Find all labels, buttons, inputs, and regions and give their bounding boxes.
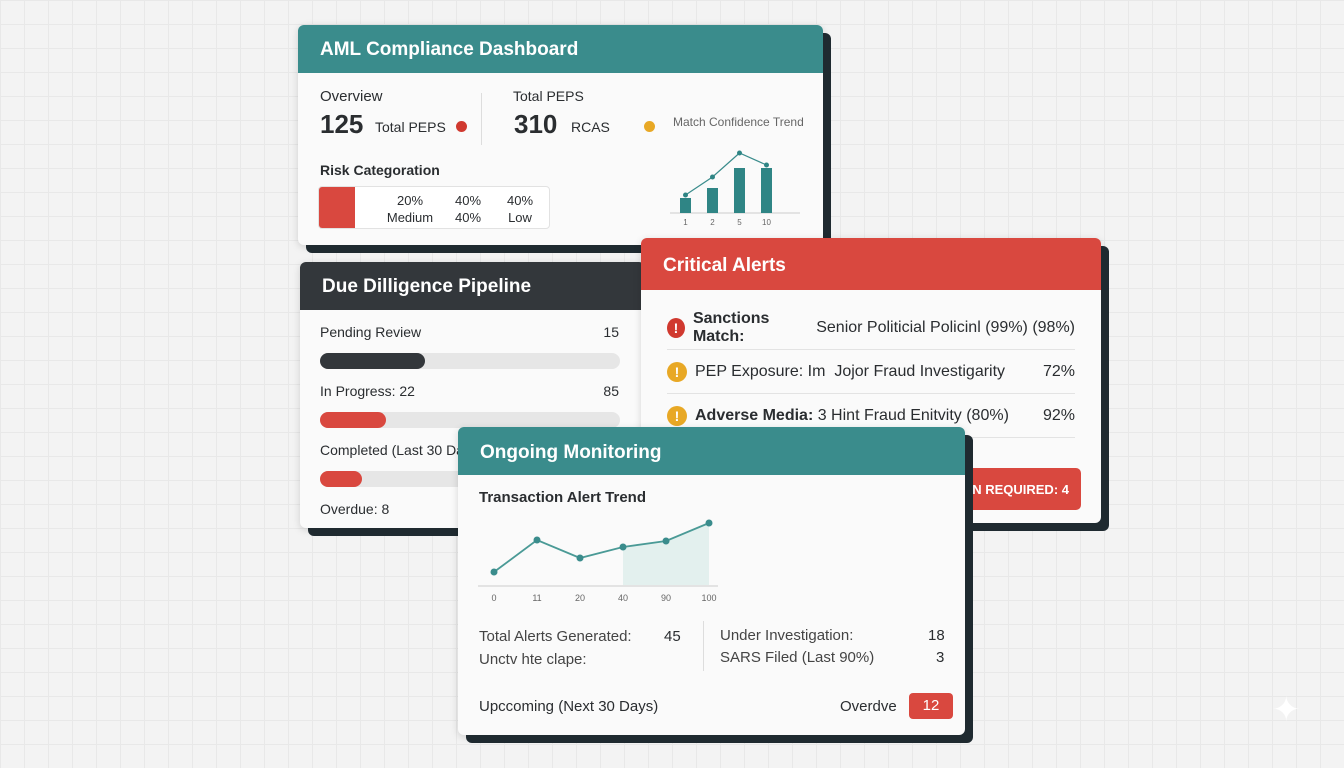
progress-fill — [320, 412, 386, 428]
alert-icon: ! — [667, 405, 687, 426]
sars-label: SARS Filed (Last 90%) — [720, 649, 875, 666]
area-fill — [623, 523, 709, 585]
tick-label: 0 — [491, 593, 496, 603]
alert-icon: ! — [667, 361, 687, 382]
bar — [707, 188, 718, 213]
divider — [481, 93, 482, 145]
alert-score: 92% — [1042, 406, 1075, 424]
trend-label: Match Confidence Trend — [673, 115, 804, 129]
bar — [680, 198, 691, 213]
orange-dot-icon — [644, 121, 655, 132]
aml-dashboard-card: AML Compliance Dashboard Overview 125 To… — [298, 25, 823, 245]
alert-item[interactable]: ! Sanctions Match: Senior Politicial Pol… — [667, 306, 1075, 350]
pipeline-label: Completed (Last 30 Days) — [320, 442, 483, 458]
peps-value: 310 — [514, 109, 558, 139]
overdue-badge[interactable]: 12 — [909, 693, 953, 719]
total-alerts-label: Total Alerts Generated: — [479, 628, 632, 645]
card-title: Due Dilligence Pipeline — [300, 262, 645, 310]
pipeline-value: 15 — [603, 324, 619, 340]
trend-point — [764, 162, 769, 168]
tick-label: 1 — [683, 218, 688, 227]
risk-value: Medium — [386, 210, 434, 225]
data-point — [705, 519, 713, 527]
risk-value: 40% — [506, 193, 534, 208]
card-title: AML Compliance Dashboard — [298, 25, 823, 73]
overdue-label: Overdve — [840, 698, 897, 715]
trend-point — [710, 174, 715, 180]
risk-value: 40% — [454, 210, 482, 225]
overview-value: 125 — [320, 109, 364, 139]
alert-text: PEP Exposure: Im Jojor Fraud Investigari… — [695, 362, 1006, 380]
bar — [734, 168, 745, 213]
tick-label: 100 — [701, 593, 716, 603]
card-title: Ongoing Monitoring — [458, 427, 965, 475]
trend-point — [737, 150, 742, 156]
progress-fill — [320, 353, 425, 369]
chart-title: Transaction Alert Trend — [479, 489, 646, 506]
risk-box: 20% 40% 40% Medium 40% Low — [318, 186, 550, 229]
bar — [761, 168, 772, 213]
risk-label: Risk Categoration — [320, 162, 440, 178]
total-alerts-value: 45 — [664, 628, 681, 645]
sars-value: 3 — [936, 649, 945, 666]
tick-label: 10 — [762, 218, 771, 227]
alert-text: 3 Hint Fraud Enitvity (80%) — [813, 406, 1009, 424]
upcoming-label: Upccoming (Next 30 Days) — [479, 698, 659, 715]
alert-text: Senior Politicial Policinl (99%) (98%) — [811, 318, 1075, 336]
progress-bar — [320, 412, 620, 428]
tick-label: 2 — [710, 218, 715, 227]
pipeline-value: 85 — [603, 383, 619, 399]
risk-high-swatch — [319, 187, 355, 228]
alert-score: 72% — [1042, 362, 1075, 380]
alert-type: Adverse Media: — [695, 406, 814, 424]
data-point — [576, 554, 584, 562]
sparkle-icon: ✦ — [1272, 691, 1301, 729]
tick-label: 40 — [618, 593, 628, 603]
match-confidence-chart: 1 2 5 10 — [670, 150, 800, 227]
data-point — [619, 543, 627, 551]
pipeline-label: Pending Review — [320, 324, 422, 340]
peps-label: Total PEPS — [513, 88, 584, 104]
tick-label: 20 — [575, 593, 585, 603]
data-point — [490, 568, 498, 576]
overview-label: Overview — [320, 88, 383, 105]
transaction-trend-chart: 0 11 20 40 90 100 — [478, 519, 718, 603]
progress-fill — [320, 471, 362, 487]
investigation-label: Under Investigation: — [720, 627, 854, 644]
overview-unit: Total PEPS — [375, 119, 446, 135]
ongoing-monitoring-card: Ongoing Monitoring Transaction Alert Tre… — [458, 427, 965, 735]
peps-unit: RCAS — [571, 119, 610, 135]
tick-label: 5 — [737, 218, 742, 227]
alert-icon: ! — [667, 317, 685, 338]
card-title: Critical Alerts — [641, 238, 1101, 290]
trend-line — [493, 522, 710, 573]
unknown-label: Unctv hte clape: — [479, 651, 587, 668]
pipeline-label: In Progress: 22 — [320, 383, 415, 399]
overdue-label: Overdue: 8 — [320, 501, 390, 517]
data-point — [533, 536, 541, 544]
red-dot-icon — [456, 121, 467, 132]
risk-value: 20% — [396, 193, 424, 208]
investigation-value: 18 — [928, 627, 945, 644]
trend-point — [683, 192, 688, 198]
alert-type: Sanctions Match: — [692, 309, 770, 345]
trend-line — [685, 152, 767, 196]
tick-label: 90 — [661, 593, 671, 603]
progress-bar — [320, 353, 620, 369]
alert-item[interactable]: ! PEP Exposure: Im Jojor Fraud Investiga… — [667, 350, 1075, 394]
divider — [703, 621, 704, 671]
risk-value: 40% — [454, 193, 482, 208]
data-point — [662, 537, 670, 545]
tick-label: 11 — [532, 593, 541, 603]
risk-value: Low — [508, 210, 532, 225]
